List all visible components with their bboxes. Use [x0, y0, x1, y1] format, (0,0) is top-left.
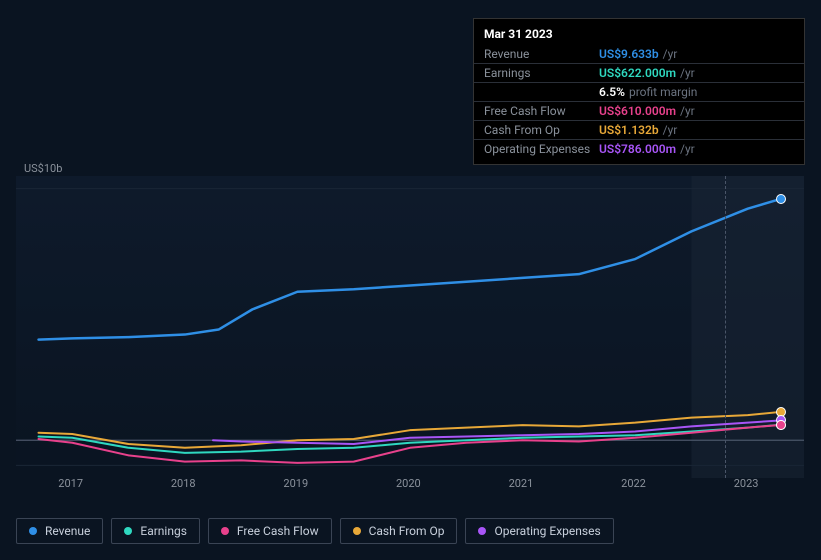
legend-label: Operating Expenses	[494, 524, 600, 538]
tooltip-value: US$1.132b	[599, 123, 659, 137]
legend-item[interactable]: Free Cash Flow	[208, 518, 332, 544]
x-axis-label: 2018	[171, 477, 196, 490]
tooltip-value: 6.5%	[599, 85, 625, 99]
legend-dot	[478, 527, 486, 535]
tooltip-row: Operating ExpensesUS$786.000m/yr	[474, 139, 804, 158]
tooltip-label: Free Cash Flow	[484, 104, 599, 118]
x-axis-label: 2019	[283, 477, 308, 490]
tooltip-row: EarningsUS$622.000m/yr	[474, 63, 804, 82]
y-axis-label: US$10b	[24, 162, 62, 175]
x-axis-label: 2020	[396, 477, 421, 490]
tooltip-value: US$9.633b	[599, 47, 659, 61]
tooltip-value: US$786.000m	[599, 142, 676, 156]
tooltip-row: 6.5%profit margin	[474, 82, 804, 101]
legend-dot	[221, 527, 229, 535]
legend-item[interactable]: Cash From Op	[340, 518, 458, 544]
x-axis-label: 2021	[509, 477, 534, 490]
legend: Revenue Earnings Free Cash Flow Cash From O…	[16, 518, 614, 544]
legend-label: Free Cash Flow	[237, 524, 319, 538]
legend-label: Cash From Op	[369, 524, 445, 538]
legend-dot	[124, 527, 132, 535]
legend-item[interactable]: Earnings	[111, 518, 200, 544]
x-axis-label: 2023	[734, 477, 759, 490]
hover-tooltip: Mar 31 2023 RevenueUS$9.633b/yrEarningsU…	[473, 18, 805, 165]
x-axis-label: 2017	[58, 477, 83, 490]
tooltip-label	[484, 85, 599, 99]
tooltip-row: Cash From OpUS$1.132b/yr	[474, 120, 804, 139]
tooltip-value: US$610.000m	[599, 104, 676, 118]
line-chart[interactable]	[16, 176, 804, 478]
tooltip-row: RevenueUS$9.633b/yr	[474, 45, 804, 63]
legend-dot	[29, 527, 37, 535]
tooltip-date: Mar 31 2023	[474, 25, 804, 45]
legend-label: Revenue	[45, 524, 90, 538]
tooltip-label: Cash From Op	[484, 123, 599, 137]
tooltip-label: Operating Expenses	[484, 142, 599, 156]
legend-item[interactable]: Operating Expenses	[465, 518, 613, 544]
hover-line	[725, 176, 726, 478]
legend-label: Earnings	[140, 524, 187, 538]
legend-item[interactable]: Revenue	[16, 518, 103, 544]
x-axis-label: 2022	[621, 477, 646, 490]
tooltip-row: Free Cash FlowUS$610.000m/yr	[474, 101, 804, 120]
tooltip-label: Revenue	[484, 47, 599, 61]
tooltip-label: Earnings	[484, 66, 599, 80]
tooltip-value: US$622.000m	[599, 66, 676, 80]
legend-dot	[353, 527, 361, 535]
